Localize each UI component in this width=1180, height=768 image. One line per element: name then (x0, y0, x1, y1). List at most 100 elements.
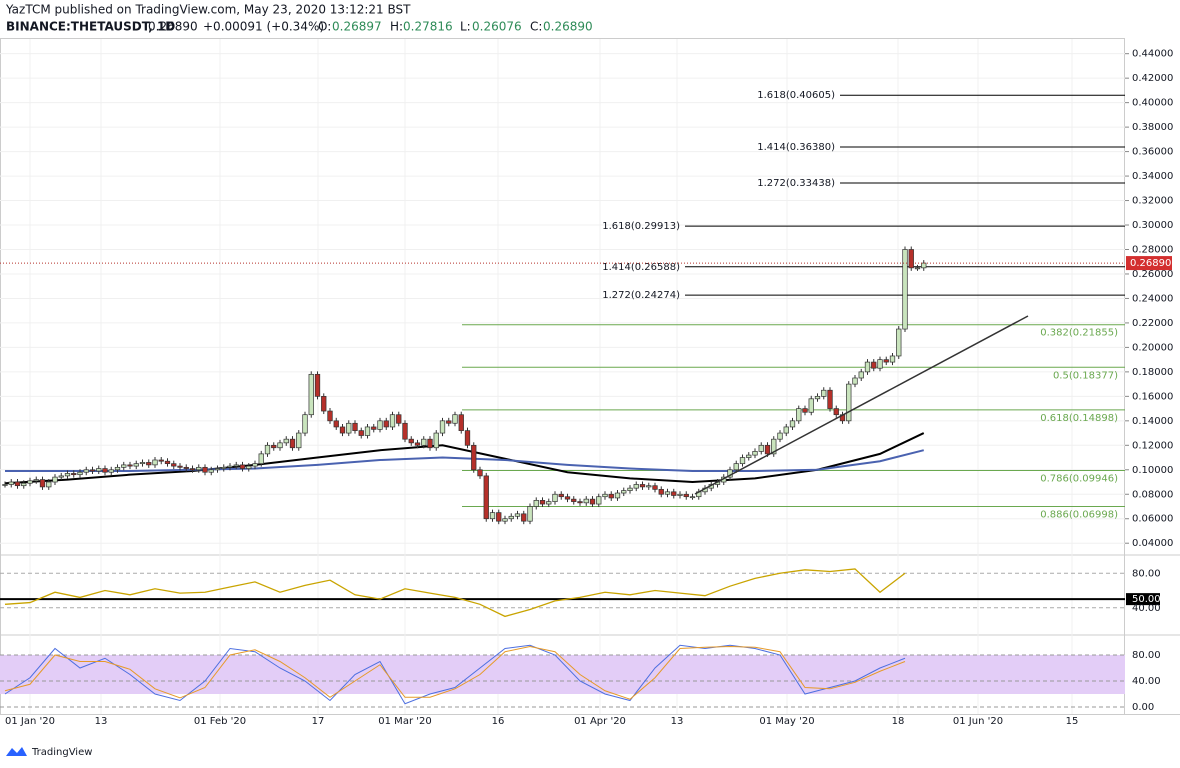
y-tick-label: 0.34000 (1132, 171, 1173, 182)
y-tick-label: 0.30000 (1132, 220, 1173, 231)
candle (758, 444, 764, 452)
y-tick-label: 0.16000 (1132, 391, 1173, 402)
stoch-tick-label: 40.00 (1132, 676, 1161, 687)
candle (502, 518, 508, 522)
candle (339, 426, 346, 434)
candle (564, 496, 571, 500)
o: 0.26897 (332, 20, 382, 34)
fib-label: 1.272(0.24274) (602, 290, 680, 301)
candle (527, 506, 533, 522)
candle (689, 496, 696, 499)
stoch-band (0, 655, 1125, 694)
x-tick-label: 15 (1066, 716, 1079, 727)
candle (427, 438, 433, 449)
candle (114, 466, 121, 471)
candle (577, 501, 583, 504)
c-label: C: (530, 20, 542, 34)
last-price-box (1126, 256, 1172, 271)
candle (271, 444, 277, 449)
candle (802, 408, 808, 413)
candle (39, 479, 46, 488)
candle (471, 444, 477, 471)
candle (852, 377, 858, 385)
candle (589, 498, 596, 505)
candle (408, 438, 414, 444)
candle (808, 398, 814, 413)
candle (127, 464, 133, 467)
l-label: L: (460, 20, 471, 34)
x-tick-label: 01 Feb '20 (194, 716, 246, 727)
candle (308, 373, 314, 416)
y-tick-label: 0.40000 (1132, 98, 1173, 109)
candle (146, 462, 152, 466)
candle (683, 493, 689, 498)
y-tick-label: 0.08000 (1132, 489, 1173, 500)
candle (133, 463, 139, 467)
candle (908, 249, 914, 269)
candle (158, 459, 164, 462)
candle (533, 500, 539, 507)
logo (6, 747, 27, 756)
x-tick-label: 01 May '20 (759, 716, 814, 727)
candle (614, 492, 621, 499)
stoch-tick-label: 0.00 (1132, 702, 1154, 713)
candle (889, 355, 896, 363)
c: 0.26890 (543, 20, 593, 34)
fib-label: 1.414(0.26588) (602, 262, 680, 273)
candle (421, 438, 427, 446)
candle (877, 359, 883, 369)
rsi-tick-label: 40.00 (1132, 603, 1161, 614)
candle (777, 432, 783, 440)
y-tick-label: 0.24000 (1132, 293, 1173, 304)
candle (652, 485, 658, 490)
candle (896, 328, 902, 357)
candle (821, 389, 827, 397)
candle (389, 414, 396, 428)
candle (771, 438, 777, 455)
candle (658, 489, 664, 495)
trend-line (694, 315, 1029, 495)
candle (521, 513, 527, 522)
candle (239, 464, 246, 469)
x-tick-label: 13 (671, 716, 684, 727)
fib-label: 0.786(0.09946) (1040, 473, 1118, 484)
candle (864, 361, 871, 373)
candle (552, 493, 558, 502)
fib-label: 1.272(0.33438) (757, 178, 835, 189)
candle (252, 463, 258, 467)
last-price-label: 0.26890 (1130, 258, 1171, 269)
y-tick-label: 0.20000 (1132, 342, 1173, 353)
candle (52, 476, 58, 483)
candle (396, 414, 402, 424)
stoch-d-line (4, 646, 906, 700)
rsi-mid-box (1126, 593, 1160, 606)
fib-label: 1.414(0.36380) (757, 142, 835, 153)
candle (539, 500, 546, 505)
y-tick-label: 0.22000 (1132, 318, 1173, 329)
candle (183, 466, 189, 469)
candle (71, 473, 77, 476)
candle (477, 469, 483, 477)
fib-label: 0.618(0.14898) (1040, 413, 1118, 424)
publisher: YazTCM published on TradingView.com, May… (5, 3, 411, 17)
y-tick-label: 0.28000 (1132, 244, 1173, 255)
candle (739, 457, 746, 465)
candle (402, 422, 408, 440)
candle (602, 493, 608, 498)
candle (871, 361, 877, 369)
candle (164, 460, 171, 465)
candle (446, 420, 452, 424)
candle (189, 468, 196, 471)
y-tick-label: 0.44000 (1132, 49, 1173, 60)
fib-label: 0.382(0.21855) (1040, 328, 1118, 339)
candle (746, 454, 752, 458)
candle (833, 408, 839, 416)
candle (196, 466, 202, 471)
x-tick-label: 17 (312, 716, 325, 727)
candle (483, 475, 489, 520)
logo-icon (6, 747, 27, 756)
candle (121, 464, 127, 468)
candle (764, 444, 771, 455)
candle (677, 493, 683, 496)
candle (633, 484, 639, 489)
